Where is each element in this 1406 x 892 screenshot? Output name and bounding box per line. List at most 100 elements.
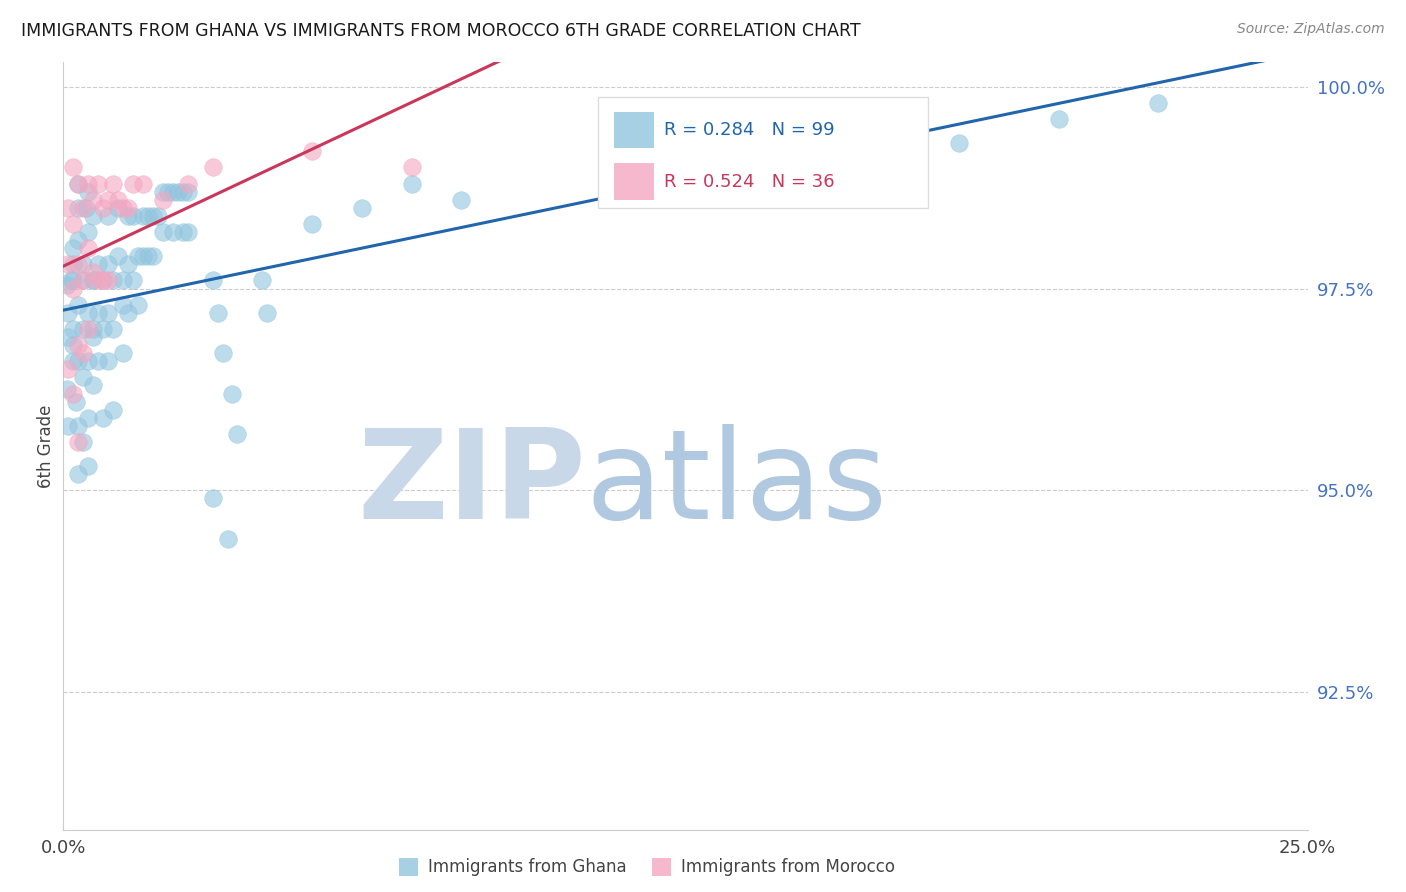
- FancyBboxPatch shape: [652, 858, 671, 876]
- Point: [136, 209, 159, 223]
- Point: [62, 241, 84, 255]
- Point: [111, 273, 134, 287]
- Point: [201, 491, 224, 506]
- Point: [101, 322, 124, 336]
- Point: [301, 145, 323, 159]
- Point: [450, 193, 472, 207]
- Point: [1047, 112, 1070, 126]
- Point: [58, 362, 80, 376]
- Text: Source: ZipAtlas.com: Source: ZipAtlas.com: [1237, 22, 1385, 37]
- Point: [799, 145, 821, 159]
- Point: [87, 273, 110, 287]
- Point: [252, 273, 274, 287]
- Point: [97, 306, 120, 320]
- Point: [77, 410, 100, 425]
- Point: [401, 161, 423, 175]
- Point: [62, 257, 84, 271]
- Point: [77, 241, 100, 255]
- Point: [67, 338, 90, 352]
- Point: [172, 225, 194, 239]
- Point: [166, 185, 188, 199]
- Point: [87, 177, 110, 191]
- Point: [152, 185, 174, 199]
- Point: [97, 354, 120, 368]
- Point: [172, 185, 194, 199]
- Point: [117, 209, 139, 223]
- Point: [1147, 95, 1170, 110]
- Point: [77, 306, 100, 320]
- Point: [77, 177, 100, 191]
- Point: [72, 322, 94, 336]
- Point: [67, 467, 90, 482]
- Point: [59, 273, 82, 287]
- Point: [401, 177, 423, 191]
- Point: [75, 201, 97, 215]
- Point: [162, 185, 184, 199]
- Point: [152, 193, 174, 207]
- Point: [156, 185, 179, 199]
- Point: [82, 273, 104, 287]
- Point: [91, 273, 114, 287]
- Point: [117, 306, 139, 320]
- Point: [152, 225, 174, 239]
- Point: [162, 225, 184, 239]
- Point: [72, 346, 94, 360]
- Point: [62, 217, 84, 231]
- Point: [72, 273, 94, 287]
- Point: [226, 426, 249, 441]
- Point: [72, 201, 94, 215]
- Point: [117, 257, 139, 271]
- Point: [101, 402, 124, 417]
- Point: [350, 201, 373, 215]
- Point: [91, 201, 114, 215]
- Point: [111, 298, 134, 312]
- Point: [948, 136, 970, 151]
- Point: [91, 410, 114, 425]
- Point: [77, 322, 100, 336]
- Point: [132, 249, 155, 263]
- Point: [77, 185, 100, 199]
- Point: [127, 298, 149, 312]
- Text: Immigrants from Morocco: Immigrants from Morocco: [681, 858, 896, 876]
- Text: Immigrants from Ghana: Immigrants from Ghana: [427, 858, 627, 876]
- Point: [72, 434, 94, 449]
- Point: [67, 177, 90, 191]
- Point: [122, 273, 145, 287]
- Point: [82, 265, 104, 279]
- Point: [67, 201, 90, 215]
- Point: [142, 209, 165, 223]
- Point: [58, 330, 80, 344]
- Point: [67, 298, 90, 312]
- Point: [91, 273, 114, 287]
- Point: [82, 330, 104, 344]
- Point: [97, 273, 120, 287]
- Point: [62, 281, 84, 295]
- Point: [58, 306, 80, 320]
- Text: IMMIGRANTS FROM GHANA VS IMMIGRANTS FROM MOROCCO 6TH GRADE CORRELATION CHART: IMMIGRANTS FROM GHANA VS IMMIGRANTS FROM…: [21, 22, 860, 40]
- Point: [177, 185, 200, 199]
- Point: [62, 322, 84, 336]
- Point: [77, 459, 100, 474]
- Point: [599, 161, 621, 175]
- Point: [177, 177, 200, 191]
- Point: [650, 161, 672, 175]
- Point: [97, 209, 120, 223]
- FancyBboxPatch shape: [614, 112, 654, 148]
- Point: [62, 386, 84, 401]
- Point: [122, 209, 145, 223]
- Point: [211, 346, 233, 360]
- Text: atlas: atlas: [586, 424, 889, 545]
- Point: [58, 418, 80, 433]
- Point: [87, 306, 110, 320]
- Point: [67, 257, 90, 271]
- Point: [201, 161, 224, 175]
- Point: [82, 209, 104, 223]
- Point: [67, 434, 90, 449]
- Point: [117, 201, 139, 215]
- Point: [122, 177, 145, 191]
- Point: [201, 273, 224, 287]
- Point: [101, 177, 124, 191]
- Point: [77, 354, 100, 368]
- Point: [87, 257, 110, 271]
- Point: [67, 177, 90, 191]
